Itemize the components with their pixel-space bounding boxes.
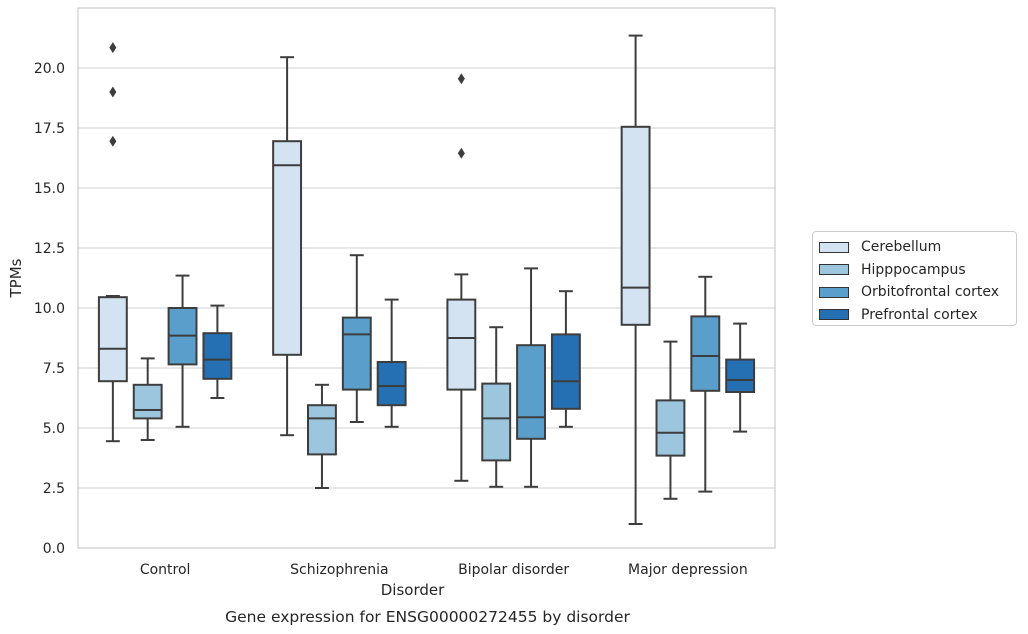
x-axis-label: Disorder	[381, 581, 445, 599]
y-tick-label: 17.5	[34, 121, 65, 137]
boxes	[97, 34, 756, 525]
box-2-2	[516, 267, 546, 488]
box-iqr	[202, 332, 233, 380]
box-iqr	[307, 404, 337, 456]
legend-item-cerebellum: Cerebellum	[819, 236, 1016, 259]
legend: Cerebellum Hipppocampus Orbitofrontal co…	[812, 231, 1017, 326]
legend-item-hippocampus: Hipppocampus	[819, 259, 1016, 282]
box-3-2	[690, 275, 721, 493]
box-iqr	[446, 298, 477, 391]
outlier-point	[109, 42, 117, 54]
legend-swatch-cerebellum	[819, 241, 849, 253]
box-iqr	[132, 383, 163, 420]
legend-label-prefrontal-cortex: Prefrontal cortex	[861, 306, 978, 323]
box-iqr	[725, 358, 756, 394]
outlier-point	[457, 147, 465, 159]
box-iqr	[376, 361, 407, 407]
box-iqr	[620, 125, 651, 326]
box-0-1	[132, 357, 163, 441]
outlier-point	[109, 135, 117, 147]
box-1-0	[272, 56, 303, 437]
legend-swatch-orbitofrontal-cortex	[819, 286, 849, 298]
box-iqr	[550, 333, 581, 410]
outlier-point	[109, 86, 117, 98]
plot-frame	[77, 7, 776, 549]
x-tick-labels: Control Schizophrenia Bipolar disorder Majo…	[140, 562, 748, 578]
chart-title: Gene expression for ENSG00000272455 by d…	[225, 608, 630, 626]
box-iqr	[272, 140, 303, 356]
box-0-0	[97, 42, 128, 443]
box-2-0	[446, 73, 477, 482]
x-tick-label: Control	[140, 562, 191, 578]
box-0-3	[202, 304, 233, 399]
legend-label-hippocampus: Hipppocampus	[861, 261, 966, 278]
box-3-1	[655, 340, 686, 500]
outlier-point	[457, 73, 465, 85]
box-1-1	[307, 383, 337, 489]
y-tick-label: 7.5	[43, 361, 65, 377]
y-tick-label: 10.0	[34, 301, 65, 317]
box-iqr	[516, 344, 546, 440]
legend-label-cerebellum: Cerebellum	[861, 239, 942, 256]
legend-swatch-hippocampus	[819, 264, 849, 276]
legend-swatch-prefrontal-cortex	[819, 309, 849, 321]
x-tick-label: Schizophrenia	[290, 562, 388, 578]
box-iqr	[690, 315, 721, 392]
y-tick-label: 2.5	[43, 481, 65, 497]
legend-label-orbitofrontal-cortex: Orbitofrontal cortex	[861, 284, 999, 301]
box-3-3	[725, 322, 756, 433]
y-tick-label: 5.0	[43, 421, 65, 437]
box-2-1	[481, 326, 512, 488]
y-tick-labels: 0.0 2.5 5.0 7.5 10.0 12.5 15.0 17.5 20.0	[34, 61, 65, 557]
x-tick-label: Bipolar disorder	[458, 562, 569, 578]
box-1-2	[341, 254, 372, 423]
box-iqr	[97, 296, 128, 383]
box-iqr	[341, 316, 372, 391]
box-1-3	[376, 298, 407, 428]
y-tick-label: 15.0	[34, 181, 65, 197]
box-iqr	[481, 382, 512, 462]
y-tick-label: 0.0	[43, 541, 65, 557]
legend-item-orbitofrontal-cortex: Orbitofrontal cortex	[819, 281, 1016, 304]
legend-item-prefrontal-cortex: Prefrontal cortex	[819, 304, 1016, 327]
y-axis-label: TPMs	[7, 258, 25, 298]
box-2-3	[550, 290, 581, 428]
y-tick-label: 20.0	[34, 61, 65, 77]
y-tick-label: 12.5	[34, 241, 65, 257]
x-tick-label: Major depression	[628, 562, 748, 578]
box-iqr	[655, 399, 686, 457]
box-0-2	[167, 274, 198, 428]
box-3-0	[620, 34, 651, 525]
